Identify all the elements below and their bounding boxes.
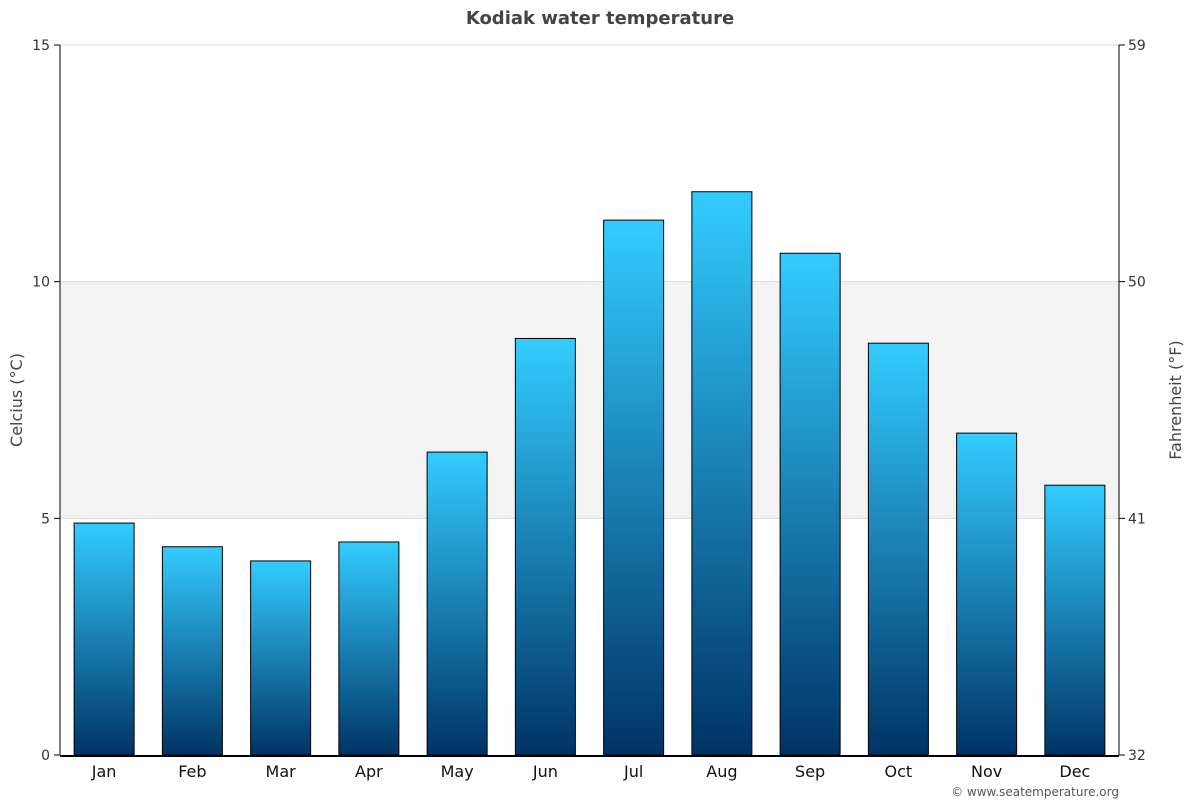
x-tick-label-nov: Nov (971, 762, 1002, 781)
y-axis-title-celsius: Celcius (°C) (7, 353, 26, 447)
y-tick-label-celsius: 10 (32, 275, 50, 291)
x-tick-label-apr: Apr (355, 762, 383, 781)
y-tick-label-fahrenheit: 59 (1128, 38, 1146, 54)
y-tick-label-celsius: 0 (41, 748, 50, 764)
bar-sep (779, 252, 841, 756)
bar-feb (161, 546, 223, 756)
bar-may (426, 451, 488, 756)
x-tick-label-aug: Aug (706, 762, 737, 781)
shaded-band (60, 281, 1119, 519)
bar-nov (956, 432, 1018, 756)
y-tick-label-celsius: 15 (32, 38, 50, 54)
bar-mar (250, 560, 312, 756)
bar-jul (603, 219, 665, 756)
x-tick-label-jun: Jun (532, 762, 558, 781)
x-tick-label-may: May (441, 762, 474, 781)
bar-oct (867, 342, 929, 756)
credit-text: © www.seatemperature.org (951, 785, 1119, 799)
bar-jan (73, 522, 135, 756)
y-tick-label-fahrenheit: 32 (1128, 748, 1146, 764)
x-tick-label-oct: Oct (885, 762, 913, 781)
bar-jun (514, 337, 576, 756)
x-tick-label-feb: Feb (178, 762, 206, 781)
x-tick-label-mar: Mar (266, 762, 297, 781)
y-tick-label-fahrenheit: 50 (1128, 275, 1146, 291)
x-tick-label-jul: Jul (623, 762, 643, 781)
bar-aug (691, 191, 753, 756)
x-tick-label-jan: Jan (91, 762, 117, 781)
bar-apr (338, 541, 400, 756)
y-axis-title-fahrenheit: Fahrenheit (°F) (1166, 340, 1185, 459)
x-tick-label-dec: Dec (1059, 762, 1090, 781)
x-tick-label-sep: Sep (795, 762, 825, 781)
y-tick-label-fahrenheit: 41 (1128, 511, 1146, 527)
y-tick-label-celsius: 5 (41, 511, 50, 527)
bar-dec (1044, 484, 1106, 756)
chart-title: Kodiak water temperature (466, 8, 734, 29)
